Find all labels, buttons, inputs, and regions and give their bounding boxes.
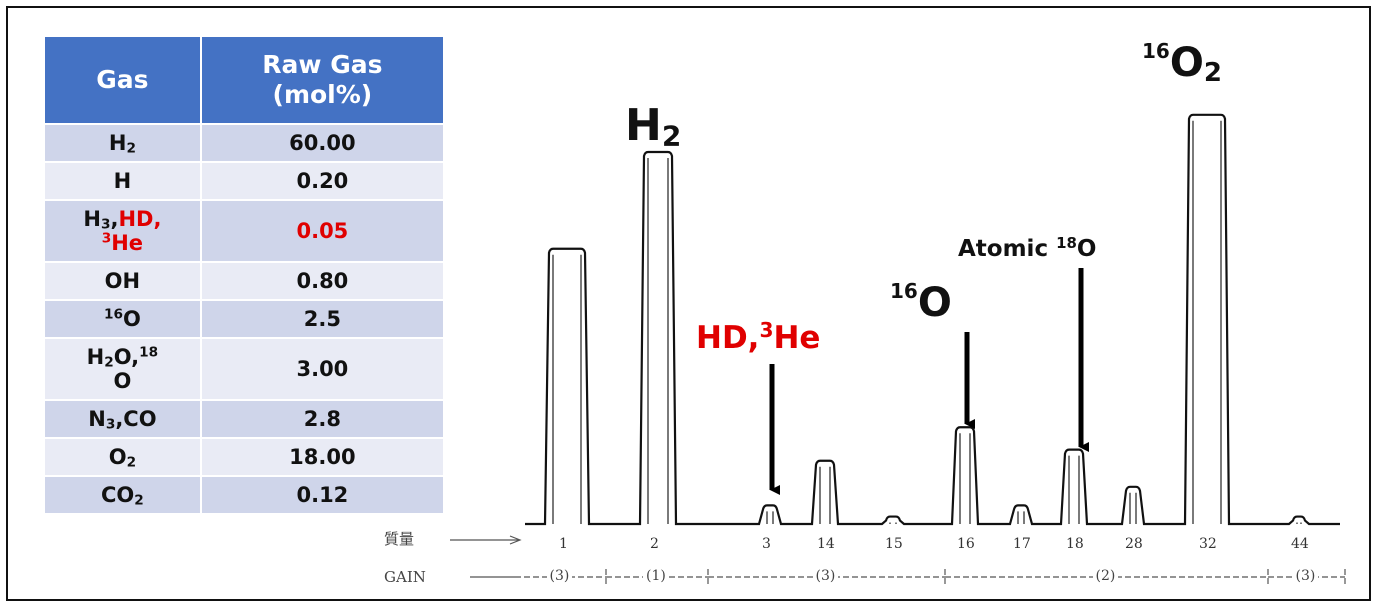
label-16o-main: O	[917, 280, 952, 326]
table-row: N3,CO 2.8	[45, 399, 443, 438]
header-gas: Gas	[45, 37, 202, 124]
table-row: H2 60.00	[45, 123, 443, 162]
label-h2: H2	[625, 100, 681, 151]
figure-frame	[6, 6, 1371, 601]
peak-1	[552, 254, 582, 524]
table-row: H2O,18 O 3.00	[45, 337, 443, 400]
tick-label-18: 18	[1066, 536, 1084, 552]
table-row: 16O 2.5	[45, 299, 443, 338]
peak-3	[766, 511, 774, 524]
axis-layer	[450, 535, 1346, 585]
cell-raw-gas-value: 3.00	[200, 337, 443, 400]
tick-label-2: 2	[650, 536, 659, 552]
label-16o2-sup: 16	[1142, 39, 1170, 63]
cell-gas: OH	[45, 261, 202, 300]
table-row: OH 0.80	[45, 261, 443, 300]
peak-15	[889, 522, 897, 524]
gas-composition-table: Gas Raw Gas (mol%) H2 60.00 H 0.20 H3,HD, 3He…	[45, 37, 443, 513]
gain-label-1: (3)	[546, 568, 573, 584]
cell-gas: H3,HD, 3He	[45, 199, 202, 262]
row-label-mass: 質量	[384, 530, 415, 548]
tick-label-28: 28	[1125, 536, 1143, 552]
cell-raw-gas-value: 0.80	[200, 261, 443, 300]
table-body: H2 60.00 H 0.20 H3,HD, 3He 0.05 OH 0.80 16O 2.5 H2O…	[45, 123, 443, 513]
label-h2-main: H	[625, 100, 662, 151]
label-16o2: 16O2	[1142, 40, 1222, 86]
cell-raw-gas-value: 18.00	[200, 437, 443, 476]
label-h2-sub: 2	[661, 119, 682, 153]
cell-gas: N3,CO	[45, 399, 202, 438]
cell-raw-gas-value: 0.05	[200, 199, 443, 262]
cell-gas: H2	[45, 123, 202, 162]
table-row: O2 18.00	[45, 437, 443, 476]
label-16o: 16O	[890, 280, 952, 326]
row-label-gain: GAIN	[384, 568, 426, 586]
label-hd-3he: HD,3He	[696, 317, 821, 356]
peak-16	[959, 433, 971, 524]
table-row: H 0.20	[45, 161, 443, 200]
tick-label-17: 17	[1013, 536, 1031, 552]
peak-2	[647, 158, 669, 524]
peak-17	[1017, 511, 1025, 524]
label-16o2-sub: 2	[1203, 58, 1222, 89]
tick-label-15: 15	[885, 536, 903, 552]
gain-segment-4	[945, 569, 1269, 585]
cell-raw-gas-value: 2.5	[200, 299, 443, 338]
cell-raw-gas-value: 2.8	[200, 399, 443, 438]
gain-label-2: (1)	[643, 568, 669, 584]
header-raw-gas: Raw Gas (mol%)	[200, 37, 443, 124]
tick-label-1: 1	[559, 536, 568, 552]
peak-44	[1296, 522, 1302, 524]
cell-gas: H	[45, 161, 202, 200]
tick-label-16: 16	[957, 536, 975, 552]
cell-raw-gas-value: 0.12	[200, 475, 443, 513]
table-row: CO2 0.12	[45, 475, 443, 513]
gain-label-5: (3)	[1292, 568, 1319, 584]
tick-label-44: 44	[1291, 536, 1309, 552]
label-atomic-18o: Atomic 18O	[958, 233, 1097, 262]
arrow-layer	[769, 268, 1089, 495]
cell-raw-gas-value: 60.00	[200, 123, 443, 162]
peak-18	[1068, 455, 1080, 524]
label-16o-sup: 16	[890, 279, 918, 303]
header-raw-gas-text: Raw Gas (mol%)	[262, 50, 383, 109]
cell-gas: O2	[45, 437, 202, 476]
tick-label-14: 14	[817, 536, 835, 552]
cell-gas: 16O	[45, 299, 202, 338]
mass-row-arrow	[450, 535, 522, 545]
gain-label-4: (2)	[1092, 568, 1119, 584]
gain-label-3: (3)	[812, 568, 839, 584]
cell-raw-gas-value: 0.20	[200, 161, 443, 200]
peak-32	[1192, 120, 1222, 524]
peak-14	[819, 466, 831, 524]
cell-gas: CO2	[45, 475, 202, 513]
cell-gas: H2O,18 O	[45, 337, 202, 400]
tick-label-32: 32	[1199, 536, 1217, 552]
table-row: H3,HD, 3He 0.05	[45, 199, 443, 262]
tick-label-3: 3	[762, 536, 771, 552]
label-16o2-main: O	[1169, 40, 1204, 86]
peak-28	[1129, 492, 1137, 524]
